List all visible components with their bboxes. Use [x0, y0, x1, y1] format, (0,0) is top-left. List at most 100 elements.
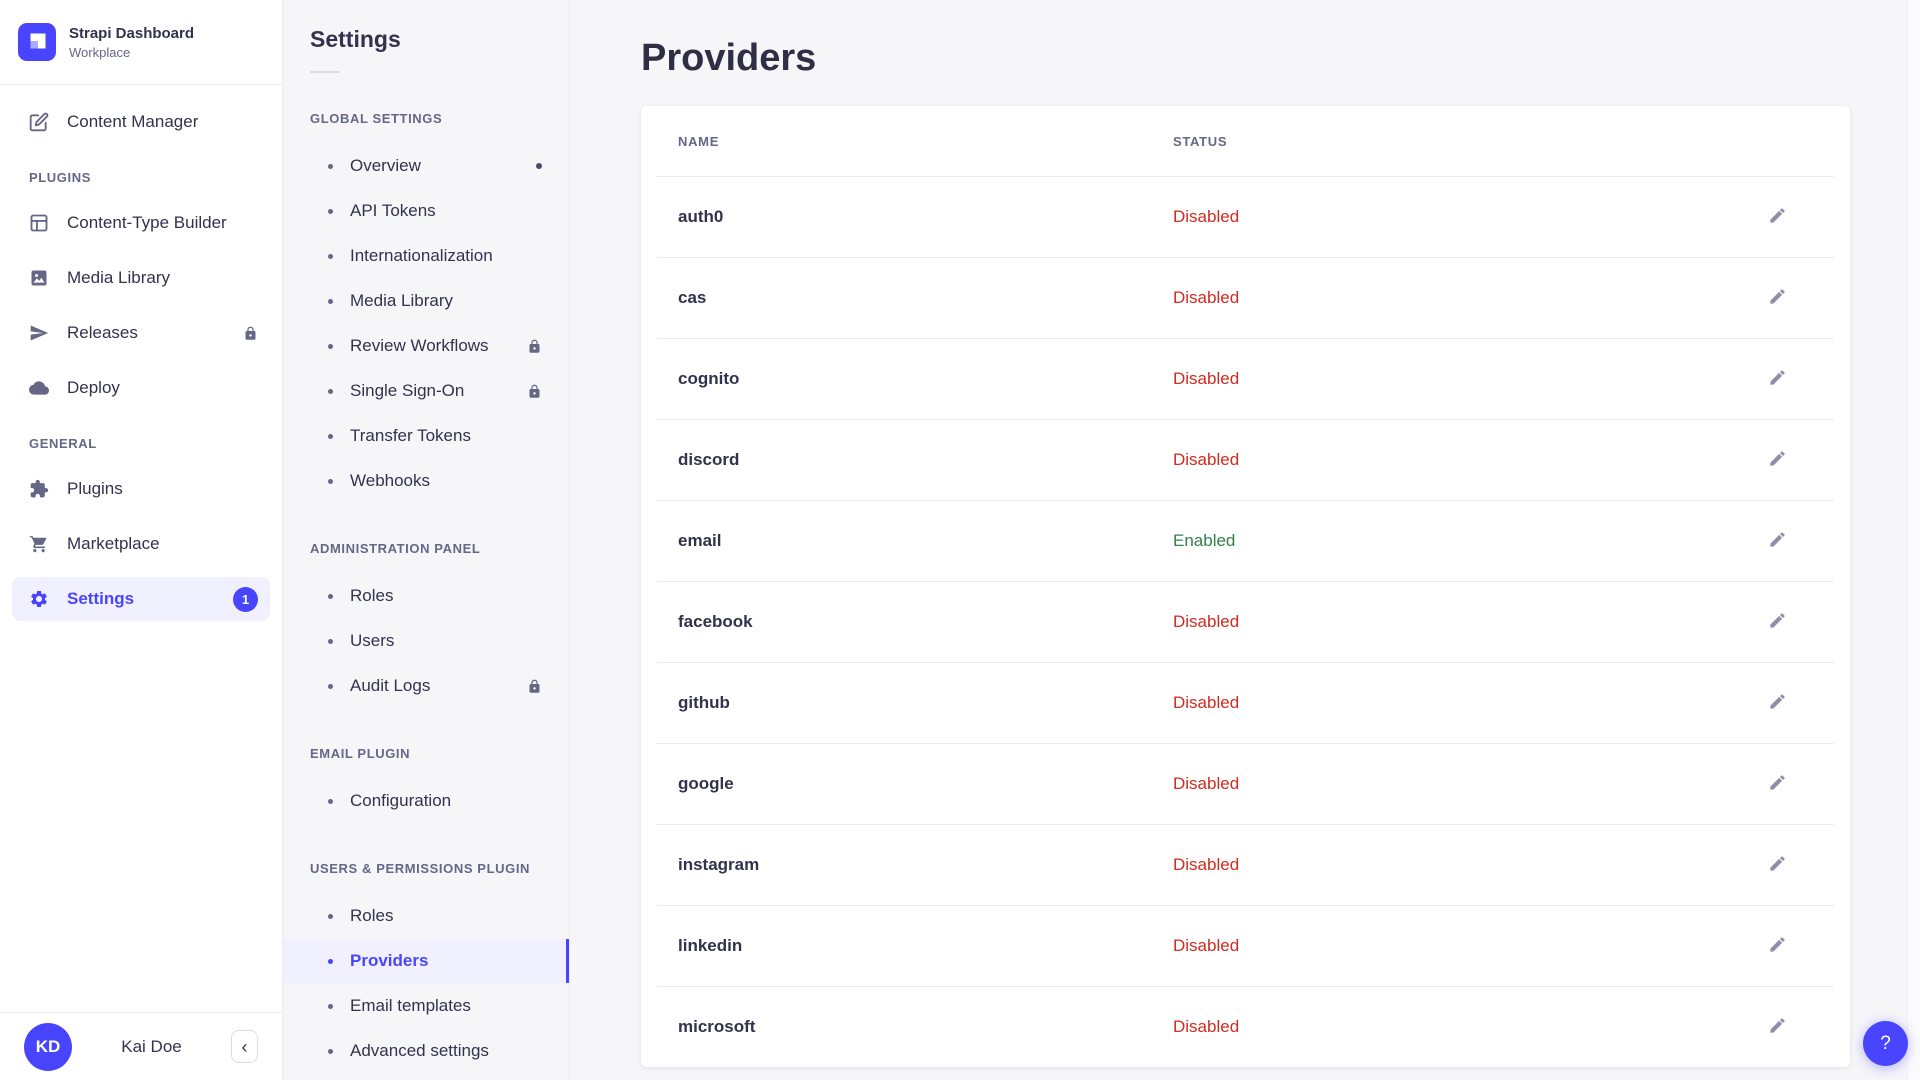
workspace-subtitle: Workplace — [69, 44, 131, 60]
sidebar-item-label: Media Library — [67, 268, 170, 287]
chevron-left-icon: ‹ — [241, 1036, 248, 1057]
workspace-brand[interactable]: Strapi Dashboard Workplace — [0, 0, 282, 84]
lock-icon — [243, 326, 258, 341]
subnav-item-email-templates[interactable]: Email templates — [283, 984, 569, 1028]
provider-name: github — [678, 693, 730, 712]
edit-provider-button[interactable] — [1760, 605, 1794, 639]
deploy-icon — [29, 378, 49, 398]
row-divider — [657, 905, 1834, 906]
lock-icon — [527, 679, 542, 694]
row-divider — [657, 743, 1834, 744]
bullet-icon — [328, 343, 333, 349]
providers-table: NAME STATUS auth0 Disabled cas Disabled cogn… — [641, 106, 1850, 1067]
sidebar-item-deploy[interactable]: Deploy — [12, 366, 270, 410]
sidebar-item-label: Settings — [67, 589, 135, 608]
table-row-microsoft: microsoft Disabled — [641, 987, 1850, 1067]
provider-name: instagram — [678, 855, 760, 874]
provider-status: Disabled — [1173, 693, 1240, 712]
subnav-item-label: API Tokens — [350, 201, 436, 220]
bullet-icon — [328, 638, 333, 644]
subnav-item-media-library[interactable]: Media Library — [283, 279, 569, 323]
notification-dot — [536, 163, 542, 169]
edit-provider-button[interactable] — [1760, 929, 1794, 963]
help-button[interactable]: ? — [1863, 1021, 1908, 1066]
edit-provider-button[interactable] — [1760, 1010, 1794, 1044]
edit-provider-button[interactable] — [1760, 767, 1794, 801]
provider-status: Disabled — [1173, 1017, 1240, 1036]
provider-status: Disabled — [1173, 612, 1240, 631]
table-row-cognito: cognito Disabled — [641, 339, 1850, 419]
sidebar-item-content-type-builder[interactable]: Content-Type Builder — [12, 201, 270, 245]
subnav-item-overview[interactable]: Overview — [283, 144, 569, 188]
bullet-icon — [328, 683, 333, 689]
sidebar-item-content-manager[interactable]: Content Manager — [12, 100, 270, 144]
avatar[interactable]: KD — [24, 1022, 72, 1071]
user-name: Kai Doe — [121, 1036, 182, 1056]
sidebar-item-marketplace[interactable]: Marketplace — [12, 522, 270, 566]
sidebar-item-settings[interactable]: Settings 1 — [12, 577, 270, 621]
subnav-item-label: Email templates — [350, 996, 471, 1015]
table-row-google: google Disabled — [641, 744, 1850, 824]
sidebar-item-label: Marketplace — [67, 534, 160, 553]
row-divider — [657, 986, 1834, 987]
provider-status: Disabled — [1173, 288, 1240, 307]
divider — [0, 84, 282, 85]
sidebar-item-label: Content Manager — [67, 112, 199, 131]
sidebar-item-releases[interactable]: Releases — [12, 311, 270, 355]
provider-status: Disabled — [1173, 936, 1240, 955]
subnav-item-internationalization[interactable]: Internationalization — [283, 234, 569, 278]
provider-name: email — [678, 531, 722, 550]
edit-icon — [1768, 935, 1787, 957]
subnav-item-providers[interactable]: Providers — [283, 939, 569, 983]
subnav-item-label: Configuration — [350, 791, 452, 810]
subnav-item-label: Internationalization — [350, 246, 493, 265]
row-divider — [657, 581, 1834, 582]
bullet-icon — [328, 593, 333, 599]
notification-badge: 1 — [233, 586, 258, 612]
subnav-item-api-tokens[interactable]: API Tokens — [283, 189, 569, 233]
provider-status: Enabled — [1173, 531, 1236, 550]
provider-name: linkedin — [678, 936, 743, 955]
subnav-item-single-sign-on[interactable]: Single Sign-On — [283, 369, 569, 413]
subnav-item-transfer-tokens[interactable]: Transfer Tokens — [283, 414, 569, 458]
nav-section-header: GENERAL — [29, 436, 97, 451]
subnav-item-advanced-settings[interactable]: Advanced settings — [283, 1029, 569, 1073]
subnav-title: Settings — [310, 26, 401, 52]
table-row-discord: discord Disabled — [641, 420, 1850, 500]
providers-table-body: auth0 Disabled cas Disabled cognito Disabled d… — [641, 176, 1850, 1067]
lock-icon — [527, 384, 542, 399]
subnav-item-webhooks[interactable]: Webhooks — [283, 459, 569, 503]
bullet-icon — [328, 913, 333, 919]
sidebar-item-plugins[interactable]: Plugins — [12, 467, 270, 511]
edit-provider-button[interactable] — [1760, 686, 1794, 720]
provider-status: Disabled — [1173, 450, 1240, 469]
edit-provider-button[interactable] — [1760, 200, 1794, 234]
collapse-sidebar-button[interactable]: ‹ — [231, 1030, 258, 1063]
edit-provider-button[interactable] — [1760, 281, 1794, 315]
edit-provider-button[interactable] — [1760, 848, 1794, 882]
row-divider — [657, 500, 1834, 501]
subnav-item-label: Audit Logs — [350, 676, 431, 695]
sidebar-item-media-library[interactable]: Media Library — [12, 256, 270, 300]
subnav-item-roles[interactable]: Roles — [283, 894, 569, 938]
releases-icon — [29, 323, 49, 343]
edit-provider-button[interactable] — [1760, 362, 1794, 396]
sidebar-item-label: Releases — [67, 323, 138, 342]
bullet-icon — [328, 208, 333, 214]
edit-icon — [1768, 368, 1787, 390]
scrollbar-track[interactable] — [1907, 0, 1920, 1080]
subnav-item-configuration[interactable]: Configuration — [283, 779, 569, 823]
edit-icon — [1768, 773, 1787, 795]
brand-text: Strapi Dashboard Workplace — [69, 25, 194, 60]
edit-provider-button[interactable] — [1760, 524, 1794, 558]
edit-icon — [1768, 449, 1787, 471]
edit-icon — [1768, 206, 1787, 228]
provider-name: cas — [678, 288, 707, 307]
provider-name: microsoft — [678, 1017, 756, 1036]
subnav-item-audit-logs[interactable]: Audit Logs — [283, 664, 569, 708]
subnav-item-review-workflows[interactable]: Review Workflows — [283, 324, 569, 368]
edit-provider-button[interactable] — [1760, 443, 1794, 477]
subnav-item-roles[interactable]: Roles — [283, 574, 569, 618]
subnav-item-users[interactable]: Users — [283, 619, 569, 663]
subnav-item-label: Webhooks — [350, 471, 431, 490]
